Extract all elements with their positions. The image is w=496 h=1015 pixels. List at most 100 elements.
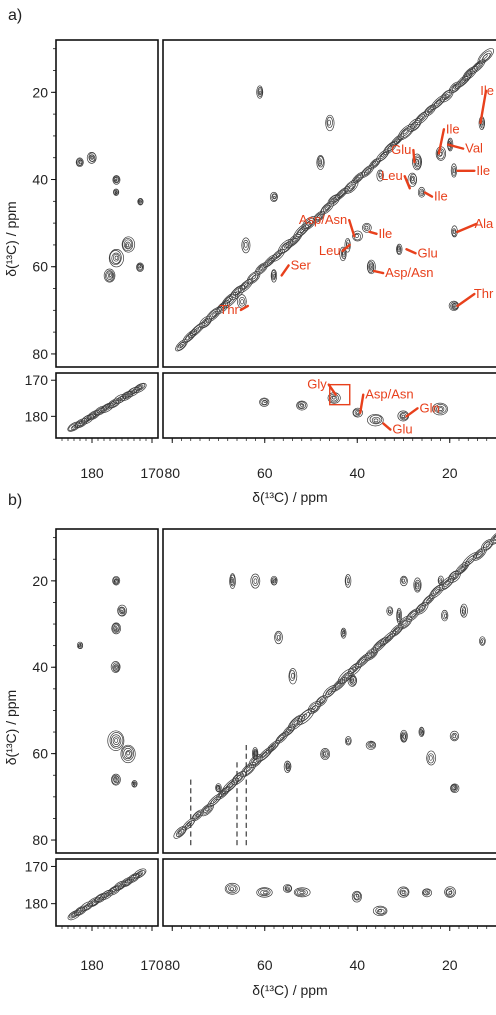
contour-ring (451, 166, 457, 176)
frame-lower-main (162, 372, 496, 439)
contour-ring (342, 251, 345, 256)
contour-ring (232, 772, 244, 784)
contour-ring (369, 263, 374, 270)
contour-ring (178, 342, 185, 349)
contour-ring (401, 732, 407, 741)
contour-ring (334, 680, 343, 689)
contour-ring (115, 191, 118, 194)
contour-ring (384, 142, 396, 153)
contour-ring (244, 241, 248, 248)
contour-ring (414, 579, 421, 592)
contour-ring (178, 830, 183, 835)
contour-ring (401, 890, 406, 895)
contour-ring (325, 114, 335, 132)
contour-ring (302, 713, 308, 719)
contour-ring (120, 609, 124, 613)
carbonyl-peak (296, 400, 308, 411)
contour-ring (400, 731, 408, 742)
highlight-box (329, 383, 351, 406)
contour-ring (477, 551, 482, 556)
cross-peak (270, 269, 278, 283)
contour-ring (449, 571, 460, 581)
contour-ring (114, 579, 117, 582)
contour-ring (118, 397, 122, 402)
contour-ring (138, 200, 141, 203)
y-tick-label: 170 (25, 858, 49, 874)
contour-ring (331, 198, 336, 202)
contour-ring (298, 403, 305, 409)
contour-ring (423, 890, 429, 895)
contour-ring (401, 414, 406, 418)
contour-ring (352, 666, 357, 671)
contour-ring (114, 178, 117, 182)
contour-ring (389, 623, 404, 638)
annotation-label: Val (465, 141, 483, 156)
contour-ring (233, 287, 242, 296)
contour-ring (322, 750, 328, 758)
y-tick-label: 40 (32, 172, 48, 188)
contour-ring (288, 668, 298, 685)
annotation-label: Asp/Asn (299, 212, 347, 227)
contour-ring (293, 887, 311, 898)
contour-ring (477, 48, 494, 64)
contour-ring (333, 678, 346, 691)
contour-ring (75, 907, 86, 915)
contour-ring (215, 784, 221, 792)
contour-ring (401, 578, 405, 583)
contour-ring (363, 224, 371, 231)
contour-ring (75, 419, 86, 428)
cross-peak (441, 609, 449, 622)
contour-ring (397, 615, 413, 630)
annotation-pointer (348, 218, 356, 238)
contour-ring (234, 774, 243, 782)
contour-ring (113, 664, 120, 672)
contour-ring (240, 762, 257, 778)
contour-ring (342, 631, 345, 635)
annotation-label: Thr (219, 302, 239, 317)
contour-ring (95, 407, 106, 415)
annotation-label: Ile (476, 163, 490, 178)
carbonyl-diagonal-peak (74, 418, 88, 429)
contour-ring (468, 558, 473, 563)
contour-ring (250, 573, 261, 589)
contour-ring (420, 190, 424, 195)
contour-ring (492, 533, 496, 542)
contour-ring (230, 577, 234, 586)
contour-ring (285, 886, 291, 892)
contour-ring (230, 578, 234, 584)
contour-ring (471, 60, 484, 72)
contour-ring (259, 266, 264, 271)
contour-ring (284, 885, 292, 892)
contour-ring (373, 418, 379, 423)
annotation-label: Glu (418, 245, 438, 260)
contour-ring (259, 90, 262, 95)
contour-ring (121, 745, 135, 761)
annotation-label: Ile (434, 189, 448, 204)
contour-ring (228, 885, 237, 892)
contour-ring (114, 777, 118, 781)
contour-ring (272, 249, 283, 260)
contour-ring (463, 67, 476, 79)
contour-ring (120, 608, 125, 614)
contour-ring (465, 69, 474, 77)
contour-ring (131, 876, 136, 880)
contour-ring (198, 315, 213, 329)
contour-ring (364, 647, 379, 661)
contour-ring (286, 887, 289, 891)
contour-ring (451, 732, 458, 741)
contour-ring (387, 607, 393, 614)
contour-ring (400, 889, 407, 896)
contour-ring (479, 636, 486, 646)
contour-ring (448, 570, 461, 583)
contour-ring (365, 169, 370, 174)
contour-ring (444, 94, 449, 98)
annotation-pointer (382, 422, 392, 431)
contour-ring (285, 763, 291, 771)
annotation-label: Ala (474, 216, 494, 231)
contour-ring (467, 70, 473, 76)
contour-ring (114, 627, 118, 631)
contour-ring (113, 776, 118, 782)
carbonyl-peak (421, 888, 433, 898)
contour-ring (315, 695, 328, 707)
contour-ring (355, 176, 360, 181)
